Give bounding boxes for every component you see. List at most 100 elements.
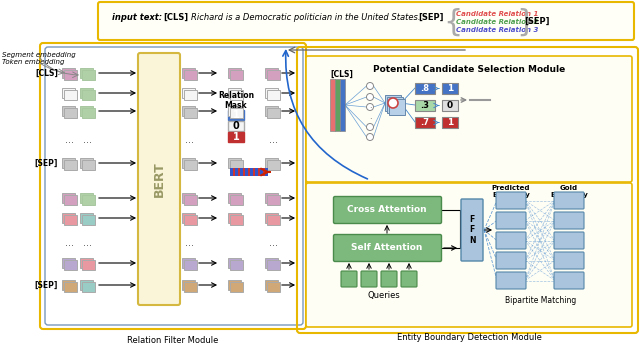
Bar — [184, 90, 197, 100]
Text: [SEP]: [SEP] — [418, 13, 444, 22]
Text: ...: ... — [184, 238, 193, 248]
FancyBboxPatch shape — [306, 56, 632, 182]
Bar — [387, 97, 403, 113]
Text: [CLS]: [CLS] — [35, 69, 58, 78]
Text: [CLS]: [CLS] — [330, 70, 353, 79]
Bar — [64, 195, 77, 205]
FancyBboxPatch shape — [333, 197, 442, 223]
Bar — [62, 280, 75, 290]
Bar — [80, 106, 93, 116]
Circle shape — [367, 103, 374, 111]
Bar — [415, 100, 435, 111]
Bar — [265, 193, 278, 203]
Bar — [80, 68, 93, 78]
Text: Predicted
Boundary: Predicted Boundary — [492, 185, 531, 198]
Bar — [184, 282, 197, 292]
Bar — [245, 168, 248, 176]
FancyBboxPatch shape — [554, 212, 584, 229]
Text: }: } — [516, 8, 536, 37]
Text: 1: 1 — [232, 132, 239, 142]
Bar — [184, 195, 197, 205]
Bar — [82, 282, 95, 292]
Text: F
F
N: F F N — [468, 215, 476, 245]
Bar — [230, 195, 243, 205]
Circle shape — [367, 134, 374, 141]
Bar — [265, 258, 278, 268]
FancyBboxPatch shape — [554, 192, 584, 209]
FancyBboxPatch shape — [333, 235, 442, 261]
Text: Potential Candidate Selection Module: Potential Candidate Selection Module — [373, 65, 565, 74]
Bar — [267, 160, 280, 170]
Bar — [80, 280, 93, 290]
Text: Entity Boundary Detection Module: Entity Boundary Detection Module — [397, 333, 541, 342]
Circle shape — [367, 124, 374, 130]
Bar — [265, 88, 278, 98]
Bar — [64, 108, 77, 118]
Text: 0: 0 — [447, 101, 453, 110]
Text: Self Attention: Self Attention — [351, 244, 422, 253]
Bar — [182, 193, 195, 203]
FancyBboxPatch shape — [98, 2, 634, 40]
Bar — [230, 260, 243, 270]
Text: [SEP]: [SEP] — [35, 280, 58, 290]
Bar — [62, 193, 75, 203]
Bar — [267, 195, 280, 205]
Bar — [64, 90, 77, 100]
Text: [CLS]: [CLS] — [163, 13, 188, 22]
Bar — [228, 213, 241, 223]
Bar — [260, 168, 262, 176]
Text: Candidate Relation 2: Candidate Relation 2 — [456, 19, 538, 25]
Bar — [340, 79, 345, 131]
Text: ...: ... — [269, 238, 278, 248]
Bar — [228, 88, 241, 98]
Bar — [62, 106, 75, 116]
FancyBboxPatch shape — [138, 53, 180, 305]
FancyBboxPatch shape — [461, 199, 483, 261]
Text: ...: ... — [269, 135, 278, 145]
Text: Segment embedding: Segment embedding — [2, 52, 76, 58]
Circle shape — [367, 82, 374, 89]
Bar — [228, 68, 241, 78]
Bar — [82, 108, 95, 118]
Text: {: { — [443, 8, 462, 37]
Bar — [235, 168, 237, 176]
Bar — [184, 108, 197, 118]
Bar — [228, 158, 241, 168]
Bar — [442, 100, 458, 111]
Bar — [230, 160, 243, 170]
Bar — [80, 88, 93, 98]
FancyBboxPatch shape — [554, 232, 584, 249]
Bar — [228, 110, 244, 120]
Bar — [253, 168, 255, 176]
FancyBboxPatch shape — [306, 183, 632, 327]
Bar — [184, 70, 197, 80]
Bar — [82, 215, 95, 225]
Text: Candidate Relation 1: Candidate Relation 1 — [456, 11, 538, 17]
Bar — [267, 108, 280, 118]
Bar — [415, 83, 435, 94]
Bar — [64, 260, 77, 270]
Bar — [330, 79, 335, 131]
Text: input text:: input text: — [112, 13, 162, 22]
Bar — [182, 158, 195, 168]
Text: Richard is a Democratic politician in the United States.: Richard is a Democratic politician in th… — [191, 13, 420, 22]
Text: Token embedding: Token embedding — [2, 59, 65, 65]
Text: 1: 1 — [232, 110, 239, 120]
Text: Cross Attention: Cross Attention — [347, 206, 427, 214]
Bar — [335, 79, 340, 131]
Bar — [80, 258, 93, 268]
Bar — [265, 213, 278, 223]
Bar — [267, 282, 280, 292]
Bar — [228, 193, 241, 203]
Bar — [250, 168, 253, 176]
FancyBboxPatch shape — [496, 252, 526, 269]
Circle shape — [367, 94, 374, 101]
Bar — [267, 215, 280, 225]
Bar — [82, 70, 95, 80]
Bar — [62, 68, 75, 78]
Bar — [80, 158, 93, 168]
Bar — [182, 68, 195, 78]
Text: Queries: Queries — [367, 291, 401, 300]
Bar — [230, 70, 243, 80]
Text: [SEP]: [SEP] — [35, 158, 58, 167]
